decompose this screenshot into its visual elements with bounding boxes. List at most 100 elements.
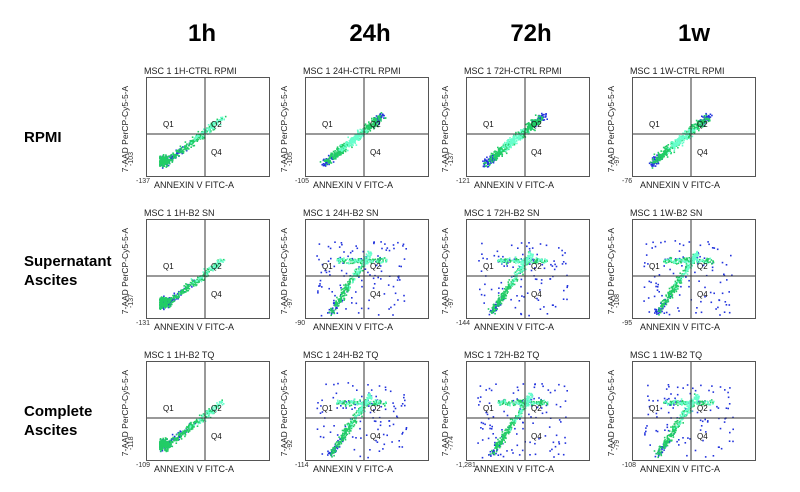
quadrant-label-q4: Q4 [531,148,542,157]
event-dot [339,295,342,298]
event-dot [538,119,540,121]
event-dot [331,307,334,309]
quadrant-label-q4: Q4 [531,290,542,299]
event-dot [338,151,340,153]
event-dot [494,308,497,311]
event-dot [672,143,674,145]
event-dot [333,311,335,314]
event-dot [203,136,205,139]
event-dot [489,155,491,158]
event-dot [354,403,357,406]
event-dot [494,303,497,306]
event-dot [675,261,677,264]
event-dot [359,266,362,268]
panel-title: MSC 1 1H-B2 SN [144,208,215,218]
event-dot [375,395,377,398]
event-dot [366,262,369,265]
plot-area: Q1 Q2 Q4 [146,361,270,461]
scatter-panel: MSC 1 1W-CTRL RPMI Q1 Q2 Q4 7-AAD PerCP-Cy5-… [606,66,774,196]
event-dot [173,300,176,302]
quadrant-label-q4: Q4 [370,290,381,299]
event-dot [183,145,186,148]
event-dot [190,423,192,426]
event-dot [196,140,199,142]
event-dot [537,115,540,117]
event-dot [502,146,504,148]
event-dot [187,286,189,289]
event-dot [529,251,531,253]
event-dot [371,119,373,122]
event-dot [492,159,494,162]
quadrant-label-q1: Q1 [163,120,174,129]
event-dot [210,125,212,127]
event-dot [669,290,671,293]
event-dot [365,126,368,129]
event-dot [382,448,384,450]
event-dot [523,135,525,138]
event-dot [507,147,510,150]
event-dot [698,129,700,132]
scatter-plot [306,362,428,460]
event-dot [397,299,399,301]
event-dot [535,257,538,259]
event-dot [338,149,341,151]
event-dot [683,257,686,259]
event-dot [317,292,319,294]
event-dot [377,260,380,263]
event-dot [379,265,382,267]
event-dot [674,288,676,291]
quadrant-label-q2: Q2 [211,262,222,271]
event-dot [673,284,675,286]
event-dot [327,158,330,160]
event-dot [677,138,679,141]
quadrant-label-q1: Q1 [649,120,660,129]
event-dot [672,290,674,293]
event-dot [670,261,673,264]
event-dot [198,277,200,280]
event-dot [372,123,374,125]
scatter-plot [306,78,428,176]
event-dot [370,126,373,129]
event-dot [192,281,194,284]
y-axis-min-tick: -137 [128,293,135,308]
event-dot [367,384,369,386]
event-dot [332,152,334,155]
event-dot [171,299,174,302]
event-dot [188,287,191,290]
event-dot [677,278,679,281]
event-dot [661,300,664,302]
event-dot [355,268,357,271]
event-dot [723,311,726,313]
event-dot [336,148,338,150]
event-dot [515,138,517,140]
event-dot [497,155,499,158]
event-dot [195,419,198,422]
event-dot [678,144,680,146]
event-dot [523,264,526,267]
event-dot [386,258,388,261]
event-dot [358,132,361,134]
event-dot [379,257,381,259]
event-dot [492,159,495,161]
event-dot [332,158,335,160]
event-dot [506,292,508,295]
event-dot [401,433,403,435]
event-dot [652,241,654,244]
event-dot [178,155,180,157]
event-dot [528,126,531,129]
event-dot [342,262,344,264]
event-dot [336,258,339,261]
x-axis-min-tick: -144 [456,320,471,327]
event-dot [684,137,687,139]
event-dot [345,434,347,437]
event-dot [517,259,520,261]
event-dot [702,260,705,263]
event-dot [483,165,486,168]
event-dot [520,136,522,139]
event-dot [561,254,564,257]
event-dot [685,266,687,269]
event-dot [520,268,523,271]
event-dot [321,453,324,455]
event-dot [167,442,170,445]
event-dot [696,254,698,256]
